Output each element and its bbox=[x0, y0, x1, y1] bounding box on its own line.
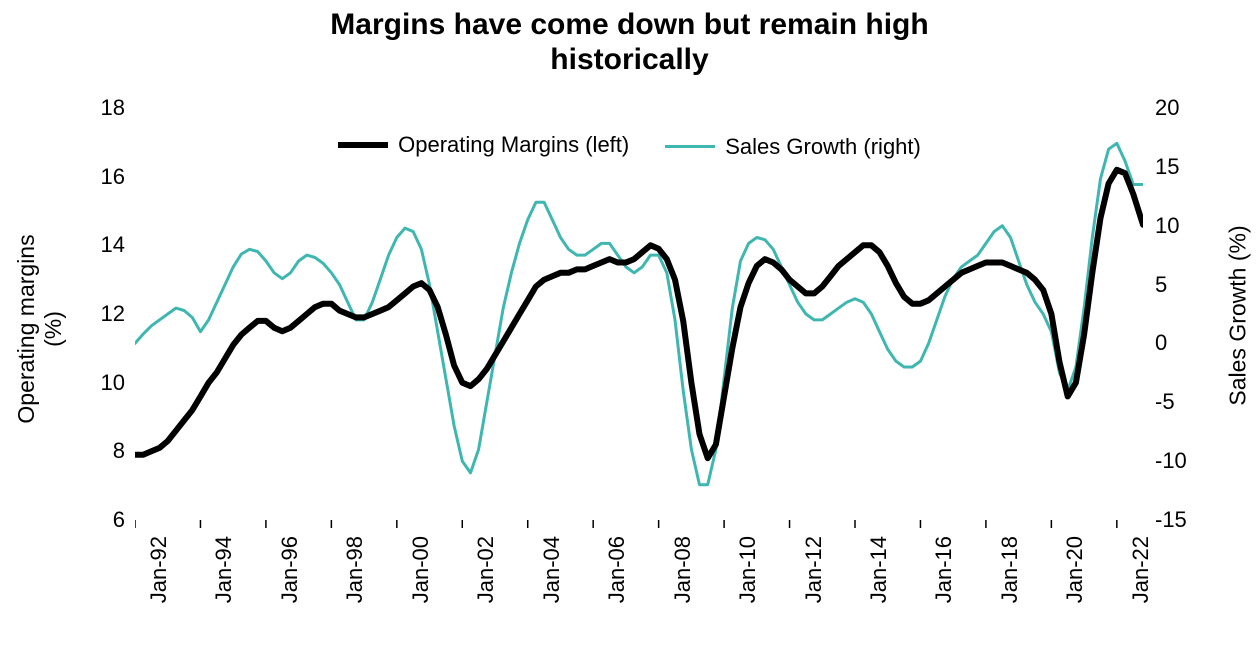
y-right-tick-label: -15 bbox=[1155, 507, 1187, 533]
y-axis-right-label: Sales Growth (%) bbox=[1225, 216, 1252, 416]
x-tick-label: Jan-14 bbox=[866, 536, 892, 636]
y-left-tick-label: 10 bbox=[101, 370, 125, 396]
y-axis-left-label: Operating margins (%) bbox=[13, 229, 67, 429]
y-right-tick-label: -10 bbox=[1155, 448, 1187, 474]
x-tick-label: Jan-06 bbox=[604, 536, 630, 636]
x-tick-label: Jan-04 bbox=[539, 536, 565, 636]
x-tick-label: Jan-18 bbox=[997, 536, 1023, 636]
y-left-tick-label: 6 bbox=[113, 507, 125, 533]
y-right-tick-label: 0 bbox=[1155, 330, 1167, 356]
series-operating-margins bbox=[135, 170, 1143, 458]
y-right-tick-label: 20 bbox=[1155, 95, 1179, 121]
x-tick-label: Jan-12 bbox=[801, 536, 827, 636]
title-line1: Margins have come down but remain high bbox=[0, 8, 1259, 43]
y-left-tick-label: 16 bbox=[101, 164, 125, 190]
y-left-tick-label: 8 bbox=[113, 438, 125, 464]
y-left-tick-label: 12 bbox=[101, 301, 125, 327]
x-tick-label: Jan-94 bbox=[211, 536, 237, 636]
y-right-tick-label: -5 bbox=[1155, 389, 1175, 415]
chart-title: Margins have come down but remain high h… bbox=[0, 8, 1259, 77]
y-left-tick-label: 14 bbox=[101, 232, 125, 258]
title-line2: historically bbox=[0, 43, 1259, 78]
x-tick-label: Jan-96 bbox=[277, 536, 303, 636]
x-tick-label: Jan-22 bbox=[1128, 536, 1154, 636]
y-right-tick-label: 5 bbox=[1155, 272, 1167, 298]
y-right-tick-label: 15 bbox=[1155, 154, 1179, 180]
x-tick-label: Jan-98 bbox=[342, 536, 368, 636]
x-tick-label: Jan-16 bbox=[931, 536, 957, 636]
x-tick-label: Jan-10 bbox=[735, 536, 761, 636]
plot-area bbox=[135, 108, 1143, 540]
x-tick-label: Jan-92 bbox=[146, 536, 172, 636]
series-sales-growth bbox=[135, 143, 1143, 484]
y-right-tick-label: 10 bbox=[1155, 213, 1179, 239]
y-left-tick-label: 18 bbox=[101, 95, 125, 121]
chart-container: Margins have come down but remain high h… bbox=[0, 0, 1259, 663]
x-tick-label: Jan-00 bbox=[408, 536, 434, 636]
x-tick-label: Jan-02 bbox=[473, 536, 499, 636]
x-tick-label: Jan-08 bbox=[670, 536, 696, 636]
x-tick-label: Jan-20 bbox=[1062, 536, 1088, 636]
